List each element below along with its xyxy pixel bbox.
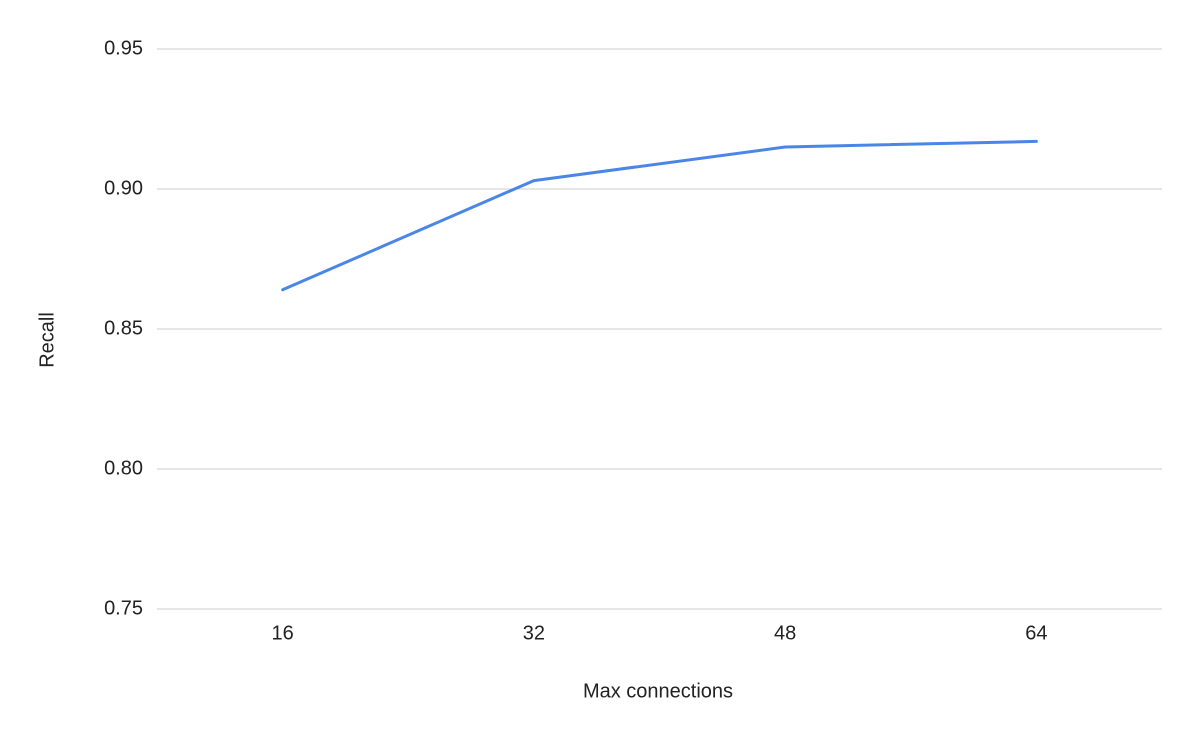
y-axis-label: Recall	[36, 312, 58, 368]
x-tick-label: 16	[272, 622, 294, 644]
y-tick-label: 0.90	[104, 177, 143, 199]
y-tick-label: 0.80	[104, 457, 143, 479]
series-line	[281, 139, 1038, 292]
y-tick-label: 0.85	[104, 317, 143, 339]
y-tick-label: 0.75	[104, 597, 143, 619]
x-tick-label: 64	[1025, 622, 1047, 644]
x-axis-label: Max connections	[583, 680, 733, 702]
x-tick-label: 48	[774, 622, 796, 644]
x-tick-label: 32	[523, 622, 545, 644]
y-tick-label: 0.95	[104, 37, 143, 59]
